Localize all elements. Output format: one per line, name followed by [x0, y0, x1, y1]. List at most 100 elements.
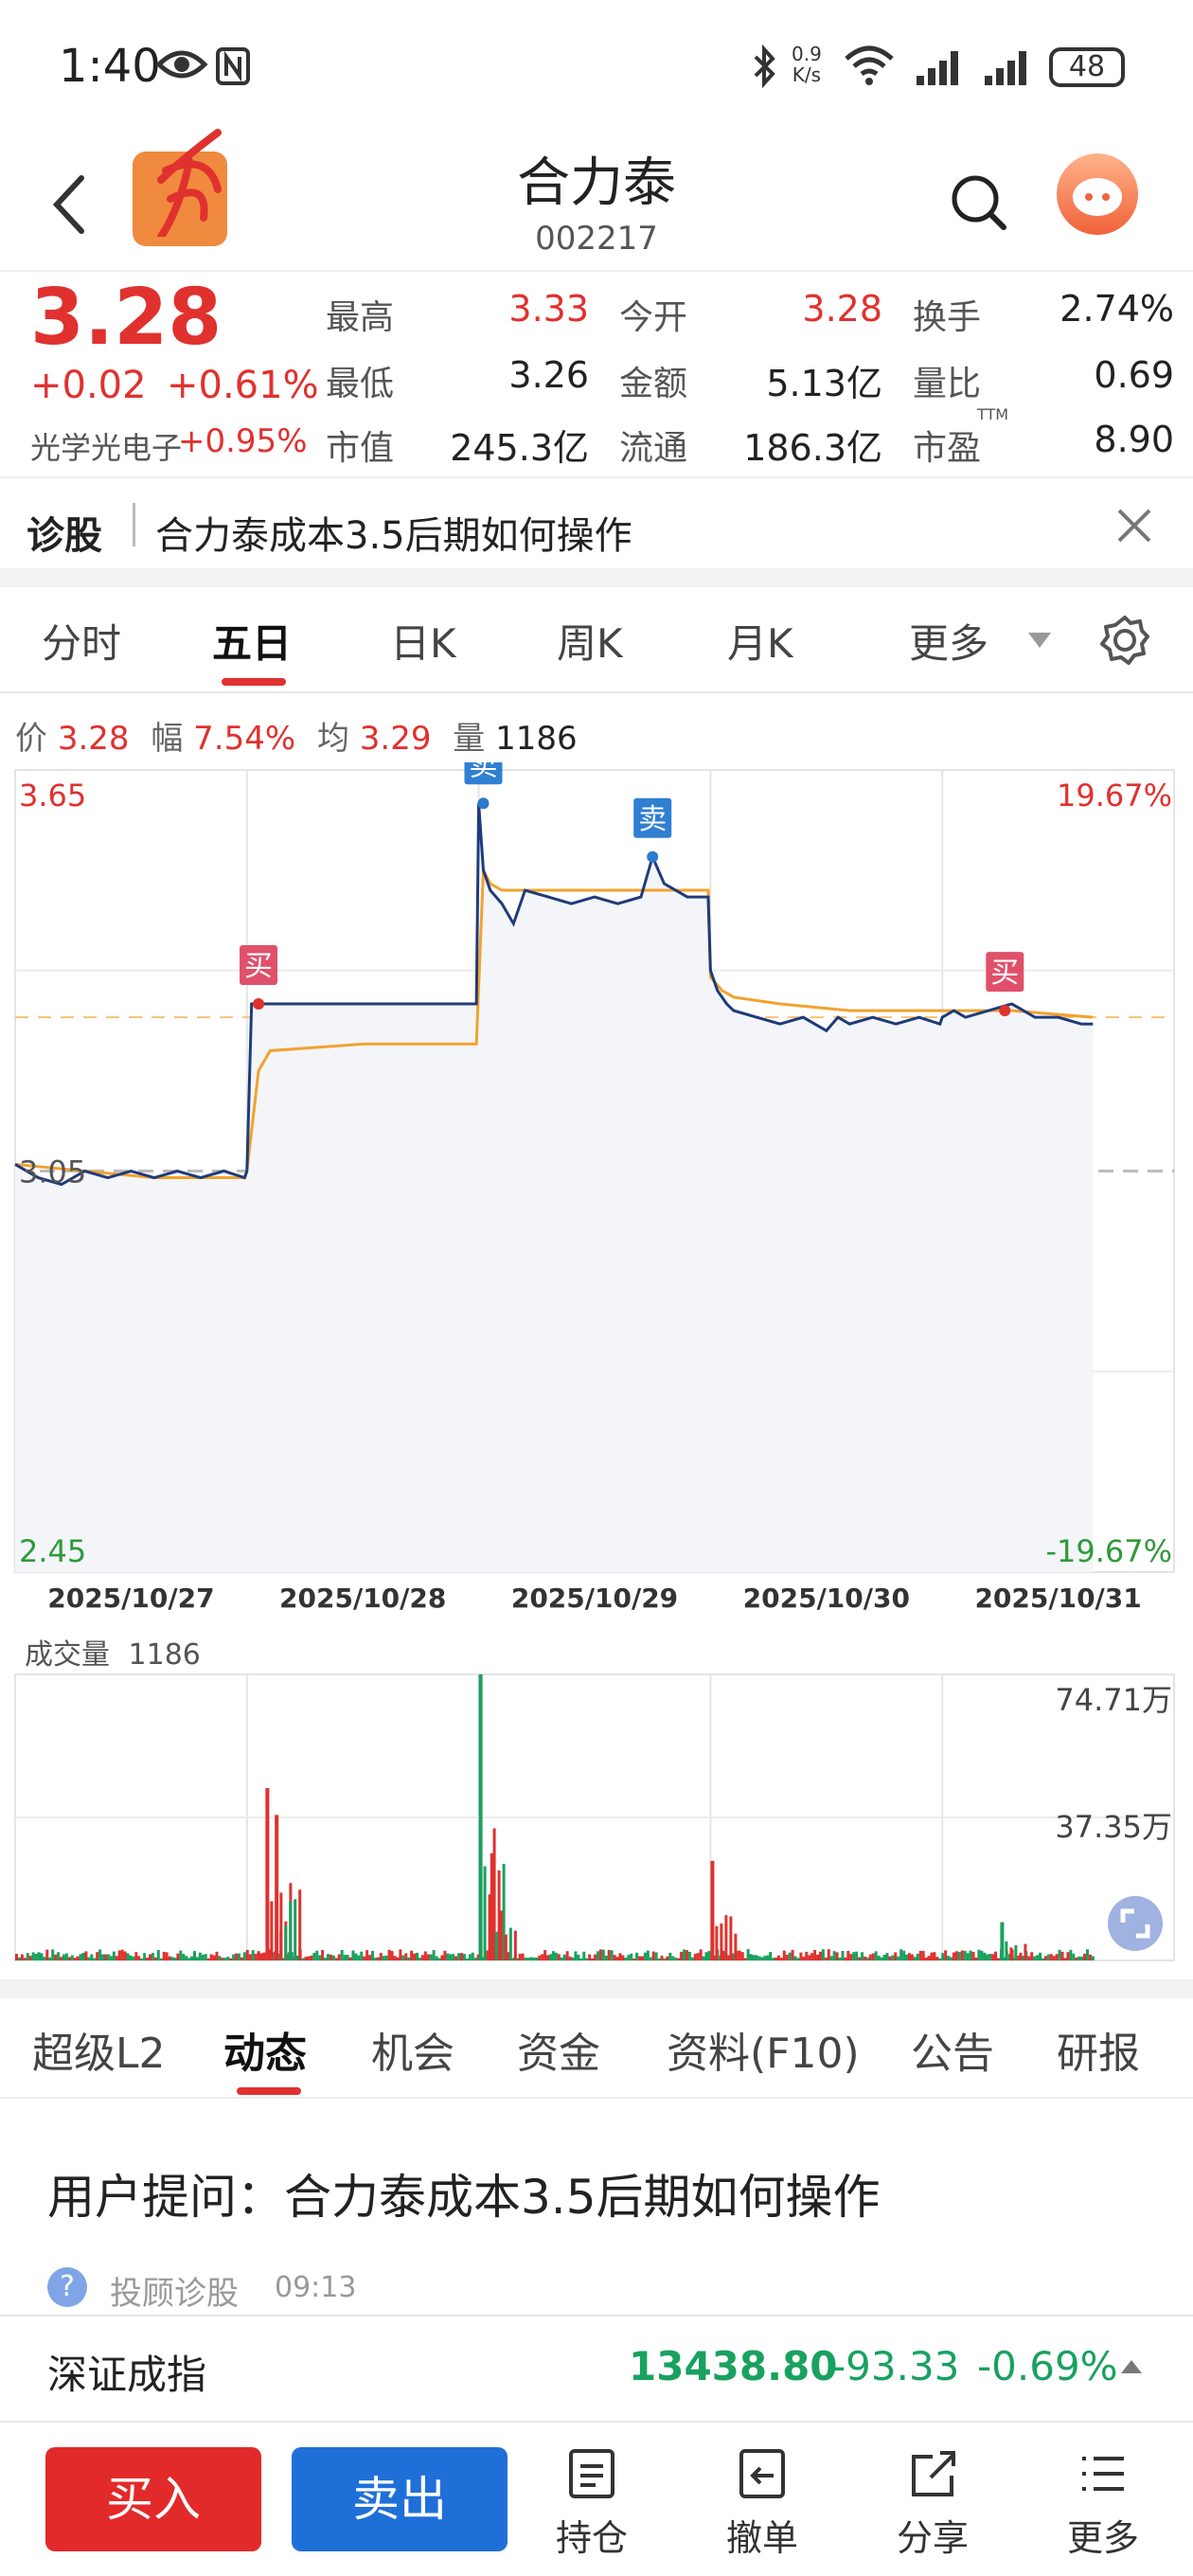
volume-bar — [416, 1952, 419, 1960]
volume-bar — [15, 1954, 18, 1960]
volume-bar — [146, 1958, 150, 1960]
volume-bar — [816, 1955, 820, 1960]
volume-bar — [654, 1952, 658, 1960]
volume-bar — [28, 1956, 32, 1960]
chevron-up-icon[interactable] — [1119, 2358, 1144, 2375]
chart-tab[interactable]: 分时 — [42, 620, 122, 667]
content-tab[interactable]: 超级L2 — [32, 2030, 166, 2078]
volume-bar — [365, 1950, 369, 1960]
quote-label: 今开 — [619, 298, 688, 337]
content-tab[interactable]: 动态 — [223, 2030, 307, 2078]
more-button[interactable]: 更多 — [1051, 2447, 1155, 2561]
volume-bar — [821, 1949, 825, 1960]
content-tab[interactable]: 机会 — [371, 2030, 454, 2078]
volume-bar — [51, 1949, 55, 1960]
chart-tab[interactable]: 月K — [727, 620, 793, 667]
volume-bar — [799, 1952, 803, 1960]
volume-bar — [312, 1953, 316, 1960]
volume-bar — [1060, 1951, 1064, 1960]
chart-tab[interactable]: 周K — [557, 620, 623, 667]
stock-code: 002217 — [535, 220, 658, 258]
pe-ttm-label: TTM — [977, 405, 1009, 423]
volume-bar — [1088, 1954, 1092, 1960]
diagnose-bar[interactable]: 诊股 合力泰成本3.5后期如何操作 — [0, 478, 1193, 568]
volume-bar — [492, 1828, 496, 1960]
volume-bar — [357, 1955, 361, 1960]
volume-bar — [360, 1951, 364, 1960]
share-button[interactable]: 分享 — [881, 2447, 985, 2561]
volume-bar — [1069, 1949, 1073, 1960]
stock-header: 合力泰 002217 — [0, 129, 1193, 270]
volume-bar — [87, 1957, 91, 1960]
content-tab[interactable]: 资料(F10) — [667, 2030, 860, 2078]
stock-name: 合力泰 — [517, 152, 676, 214]
quote-value: 5.13亿 — [766, 363, 882, 404]
volume-chart-label: 成交量 — [25, 1638, 110, 1672]
volume-bar — [115, 1956, 118, 1960]
sell-button[interactable]: 卖出 — [292, 2447, 507, 2551]
volume-bar — [763, 1956, 767, 1960]
quote-value: 2.74% — [1059, 288, 1174, 330]
expand-chart-button[interactable] — [1108, 1896, 1163, 1951]
volume-bar — [279, 1929, 283, 1960]
volume-bar — [983, 1952, 987, 1960]
buy-button[interactable]: 买入 — [45, 2447, 261, 2551]
chart-tab[interactable]: 日K — [390, 620, 456, 667]
volume-bar — [532, 1957, 536, 1960]
volume-bar — [601, 1949, 605, 1960]
cancel-order-label: 撤单 — [725, 2517, 798, 2559]
volume-bar — [254, 1954, 258, 1960]
trade-marker-badge — [986, 952, 1024, 993]
volume-bar — [554, 1952, 558, 1960]
volume-bar — [60, 1957, 63, 1960]
volume-bar — [957, 1952, 961, 1960]
volume-bar — [331, 1955, 335, 1960]
assistant-avatar[interactable] — [1057, 153, 1138, 235]
feed-title[interactable]: 用户提问：合力泰成本3.5后期如何操作 — [47, 2170, 881, 2225]
volume-bar — [23, 1958, 27, 1960]
close-icon[interactable] — [1113, 505, 1155, 546]
volume-bar — [223, 1958, 227, 1960]
volume-bar — [858, 1957, 862, 1960]
volume-bar — [393, 1956, 397, 1960]
volume-bar — [615, 1957, 619, 1960]
index-ticker[interactable]: 深证成指 13438.80 -93.33 -0.69% — [0, 2317, 1193, 2421]
cancel-order-button[interactable]: 撤单 — [710, 2447, 814, 2561]
content-tab[interactable]: 研报 — [1057, 2030, 1140, 2078]
volume-bar — [668, 1952, 672, 1960]
volume-bar — [17, 1957, 21, 1960]
volume-bar — [729, 1916, 733, 1960]
volume-bar — [935, 1957, 939, 1960]
volume-bar — [913, 1957, 917, 1960]
volume-bar — [123, 1951, 127, 1960]
back-arrow-icon[interactable] — [47, 170, 89, 239]
settings-gear-icon[interactable] — [1098, 614, 1151, 667]
sector-name[interactable]: 光学光电子 — [30, 430, 183, 466]
volume-bar — [43, 1957, 46, 1960]
search-icon[interactable] — [947, 170, 1011, 235]
volume-bar — [1014, 1944, 1018, 1960]
volume-bar — [170, 1957, 174, 1960]
volume-bar — [613, 1955, 616, 1960]
volume-bar — [774, 1958, 777, 1960]
volume-bar — [140, 1958, 144, 1960]
volume-bar — [268, 1949, 272, 1960]
volume-bar — [588, 1954, 592, 1960]
volume-bar — [1041, 1958, 1044, 1960]
date-tick-label: 2025/10/29 — [511, 1583, 678, 1614]
content-tab[interactable]: 资金 — [517, 2030, 600, 2078]
chevron-down-icon[interactable] — [1026, 631, 1053, 650]
app-logo-icon — [133, 129, 227, 246]
chart-tab[interactable]: 更多 — [909, 620, 989, 667]
trade-marker-badge — [464, 762, 503, 785]
positions-button[interactable]: 持仓 — [540, 2447, 644, 2561]
volume-bar — [195, 1957, 199, 1960]
content-tab[interactable]: 公告 — [911, 2030, 994, 2078]
range-value: 7.54% — [193, 720, 296, 758]
feed-time: 09:13 — [275, 2271, 357, 2304]
volume-chart[interactable]: 74.71万 37.35万 — [0, 1667, 1193, 1970]
chart-tab[interactable]: 五日 — [212, 620, 293, 667]
quote-value: 3.33 — [508, 288, 589, 330]
volume-bar — [209, 1954, 213, 1960]
